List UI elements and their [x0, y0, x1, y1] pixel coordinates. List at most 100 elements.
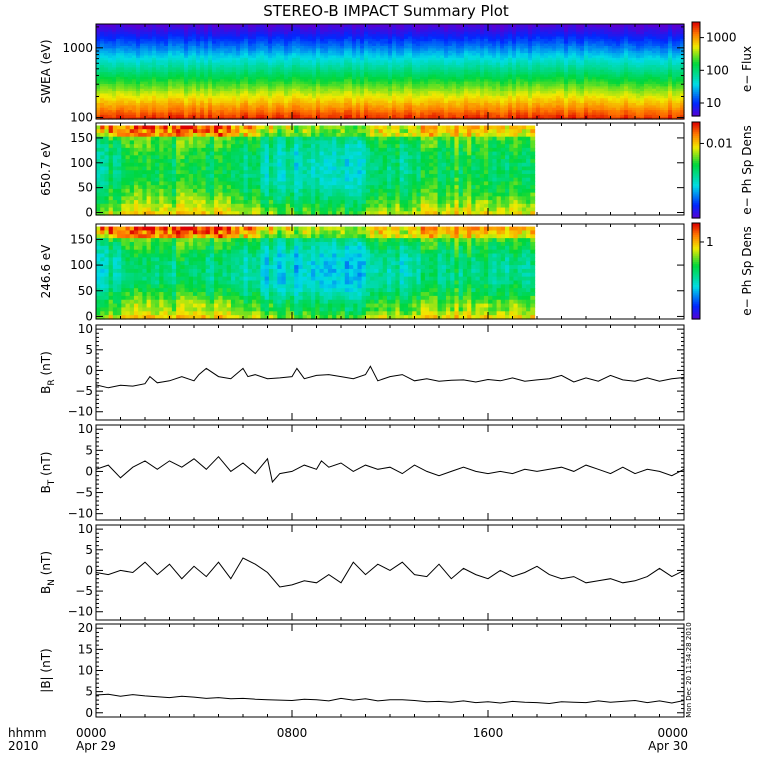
heatmap-cell [108, 50, 113, 54]
heatmap-cell [388, 85, 393, 89]
heatmap-cell [448, 76, 453, 80]
heatmap-cell [340, 59, 345, 63]
heatmap-cell [180, 71, 185, 75]
heatmap-cell [416, 28, 421, 32]
heatmap-cell [168, 76, 173, 80]
heatmap-cell [436, 33, 441, 37]
heatmap-cell [204, 85, 209, 89]
heatmap-cell [164, 81, 169, 84]
heatmap-cell [124, 54, 129, 58]
heatmap-cell [156, 95, 161, 99]
heatmap-cell [140, 78, 145, 82]
heatmap-cell [236, 66, 241, 70]
heatmap-cell [352, 85, 357, 89]
heatmap-cell [416, 78, 421, 82]
heatmap-cell [272, 62, 277, 65]
heatmap-cell [304, 97, 309, 101]
heatmap-cell [336, 90, 341, 94]
heatmap-cell [164, 47, 169, 51]
heatmap-cell [192, 92, 197, 96]
heatmap-cell [212, 45, 217, 49]
heatmap-cell [400, 102, 405, 106]
heatmap-cell [196, 47, 201, 51]
heatmap-cell [108, 52, 113, 56]
heatmap-cell [340, 45, 345, 49]
heatmap-cell [328, 33, 333, 37]
heatmap-cell [320, 45, 325, 49]
heatmap-cell [340, 52, 345, 56]
heatmap-cell [272, 59, 277, 63]
heatmap-cell [344, 97, 349, 101]
heatmap-cell [200, 64, 205, 68]
heatmap-cell [352, 73, 357, 77]
heatmap-cell [108, 83, 113, 87]
heatmap-cell [424, 76, 429, 80]
heatmap-cell [152, 81, 157, 84]
heatmap-cell [444, 45, 449, 49]
heatmap-cell [332, 107, 337, 111]
heatmap-cell [340, 57, 345, 61]
heatmap-cell [120, 102, 125, 106]
heatmap-cell [384, 64, 389, 68]
heatmap-cell [204, 33, 209, 37]
heatmap-cell [96, 116, 101, 120]
heatmap-cell [272, 66, 277, 70]
heatmap-cell [356, 109, 361, 113]
heatmap-cell [220, 85, 225, 89]
heatmap-cell [168, 54, 173, 58]
heatmap-cell [348, 28, 353, 32]
heatmap-cell [320, 59, 325, 63]
heatmap-cell [440, 111, 445, 115]
heatmap-cell [360, 73, 365, 77]
heatmap-cell [360, 40, 365, 44]
heatmap-cell [412, 90, 417, 94]
heatmap-cell [440, 100, 445, 103]
heatmap-cell [212, 43, 217, 46]
heatmap-cell [284, 43, 289, 46]
heatmap-cell [176, 73, 181, 77]
heatmap-cell [228, 100, 233, 103]
heatmap-cell [228, 95, 233, 99]
heatmap-cell [264, 66, 269, 70]
heatmap-cell [216, 45, 221, 49]
heatmap-cell [364, 59, 369, 63]
heatmap-cell [112, 100, 117, 103]
heatmap-cell [344, 24, 349, 27]
heatmap-cell [232, 35, 237, 39]
heatmap-cell [328, 69, 333, 73]
heatmap-cell [180, 116, 185, 120]
heatmap-cell [356, 83, 361, 87]
heatmap-cell [296, 33, 301, 37]
heatmap-cell [408, 64, 413, 68]
heatmap-cell [204, 24, 209, 27]
heatmap-cell [276, 102, 281, 106]
heatmap-cell [104, 76, 109, 80]
heatmap-cell [424, 116, 429, 120]
heatmap-cell [364, 24, 369, 27]
heatmap-cell [124, 114, 129, 118]
heatmap-cell [256, 62, 261, 65]
heatmap-cell [284, 83, 289, 87]
heatmap-cell [360, 88, 365, 92]
heatmap-cell [260, 73, 265, 77]
heatmap-cell [228, 33, 233, 37]
heatmap-cell [152, 88, 157, 92]
heatmap-cell [260, 97, 265, 101]
heatmap-cell [168, 64, 173, 68]
heatmap-cell [148, 35, 153, 39]
heatmap-cell [116, 43, 121, 46]
heatmap-cell [100, 59, 105, 63]
heatmap-cell [412, 97, 417, 101]
heatmap-cell [384, 33, 389, 37]
heatmap-cell [220, 33, 225, 37]
heatmap-cell [408, 33, 413, 37]
heatmap-cell [196, 66, 201, 70]
heatmap-cell [196, 26, 201, 30]
heatmap-cell [140, 66, 145, 70]
heatmap-cell [136, 111, 141, 115]
heatmap-cell [204, 102, 209, 106]
heatmap-cell [328, 78, 333, 82]
heatmap-cell [184, 59, 189, 63]
heatmap-cell [324, 107, 329, 111]
heatmap-cell [432, 52, 437, 56]
